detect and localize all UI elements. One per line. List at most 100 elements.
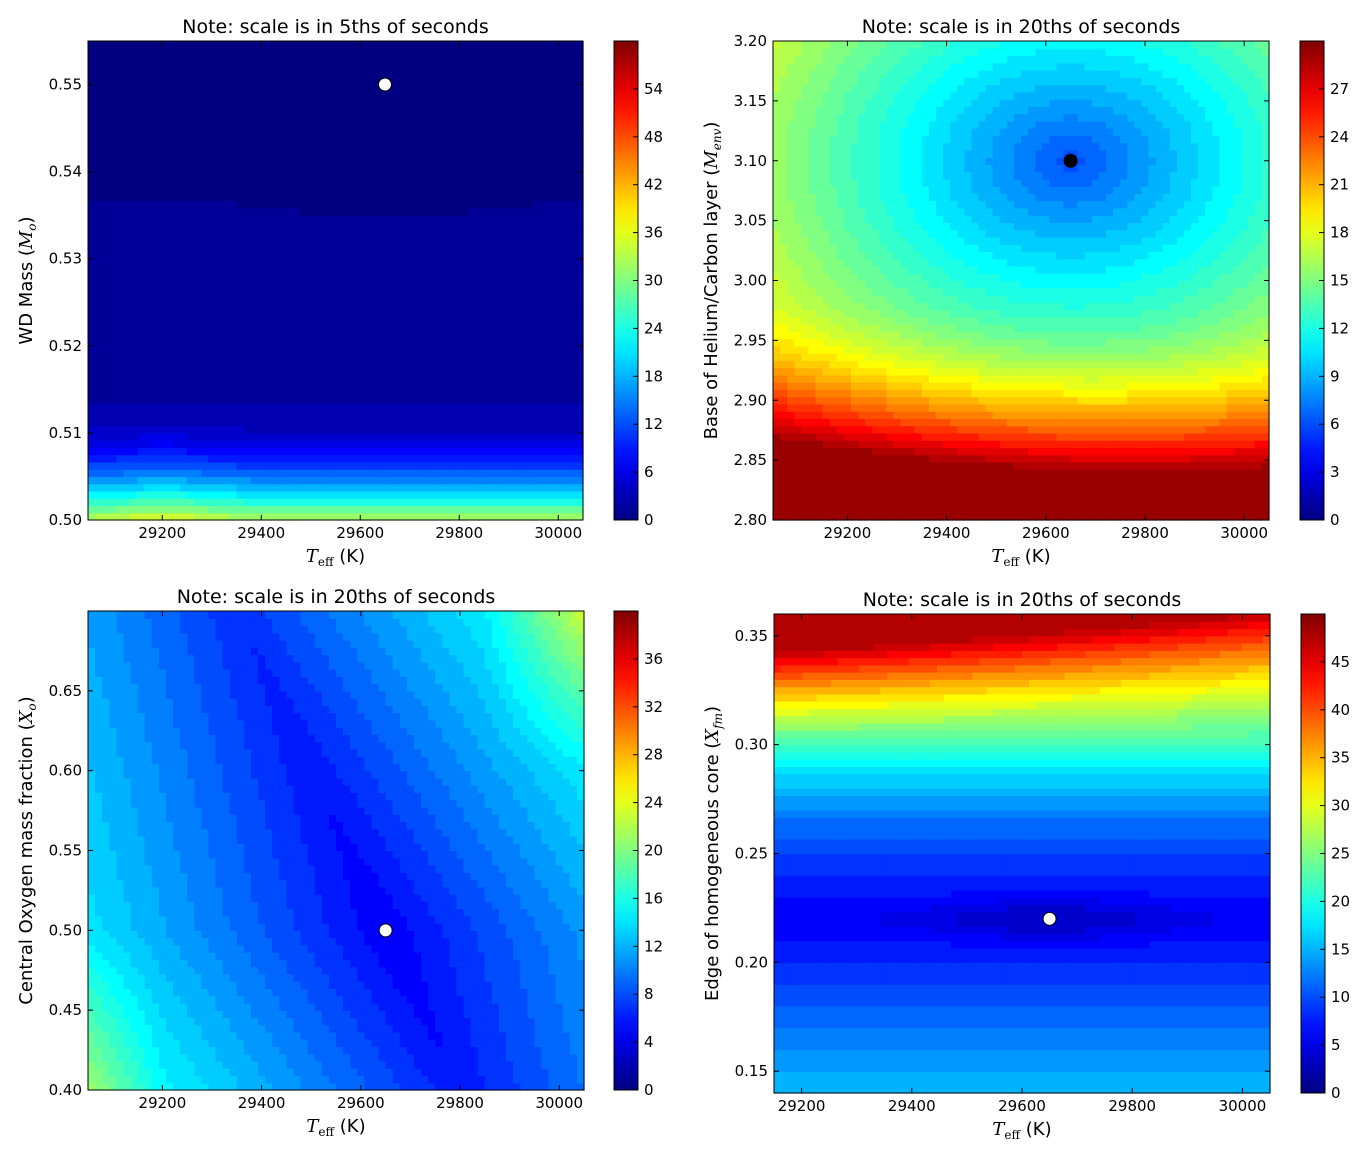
heatmap-cell	[336, 237, 344, 245]
heatmap-cell	[286, 375, 294, 383]
heatmap-cell	[272, 128, 280, 136]
heatmap-cell	[328, 360, 336, 368]
heatmap-cell	[265, 382, 273, 390]
heatmap-cell	[201, 121, 209, 129]
heatmap-cell	[357, 288, 365, 296]
heatmap-cell	[251, 143, 259, 151]
heatmap-cell	[286, 404, 294, 412]
heatmap-cell	[152, 157, 160, 165]
heatmap-cell	[321, 143, 329, 151]
heatmap-cell	[399, 201, 407, 209]
heatmap-cell	[222, 259, 230, 267]
heatmap-cell	[187, 418, 195, 426]
heatmap-cell	[180, 411, 188, 419]
heatmap-cell	[385, 440, 393, 448]
heatmap-cell	[371, 135, 379, 143]
heatmap-cell	[286, 353, 294, 361]
heatmap-cell	[109, 331, 117, 339]
heatmap-cell	[350, 259, 358, 267]
heatmap-cell	[187, 157, 195, 165]
heatmap-cell	[222, 172, 230, 180]
heatmap-cell	[166, 281, 174, 289]
heatmap-cell	[321, 273, 329, 281]
heatmap-cell	[237, 215, 245, 223]
heatmap-cell	[350, 498, 358, 506]
heatmap-cell	[95, 273, 103, 281]
heatmap-cell	[350, 222, 358, 230]
heatmap-cell	[378, 208, 386, 216]
heatmap-cell	[258, 476, 266, 484]
heatmap-cell	[123, 433, 131, 441]
heatmap-cell	[229, 498, 237, 506]
heatmap-cell	[244, 179, 252, 187]
heatmap-cell	[307, 41, 315, 49]
heatmap-cell	[399, 92, 407, 100]
heatmap-cell	[293, 331, 301, 339]
heatmap-cell	[385, 41, 393, 49]
heatmap-cell	[307, 498, 315, 506]
heatmap-cell	[152, 295, 160, 303]
heatmap-cell	[102, 172, 110, 180]
heatmap-cell	[109, 99, 117, 107]
heatmap-cell	[343, 266, 351, 274]
heatmap-cell	[208, 135, 216, 143]
heatmap-cell	[364, 418, 372, 426]
heatmap-cell	[159, 331, 167, 339]
heatmap-cell	[166, 172, 174, 180]
heatmap-cell	[350, 440, 358, 448]
heatmap-cell	[229, 505, 237, 513]
heatmap-cell	[300, 186, 308, 194]
heatmap-cell	[265, 491, 273, 499]
heatmap-cell	[116, 411, 124, 419]
heatmap-cell	[109, 426, 117, 434]
heatmap-cell	[208, 259, 216, 267]
heatmap-cell	[314, 498, 322, 506]
heatmap-cell	[145, 186, 153, 194]
heatmap-cell	[328, 353, 336, 361]
heatmap-cell	[293, 193, 301, 201]
heatmap-cell	[399, 259, 407, 267]
heatmap-cell	[208, 368, 216, 376]
heatmap-cell	[336, 273, 344, 281]
heatmap-cell	[392, 310, 400, 318]
heatmap-cell	[116, 324, 124, 332]
heatmap-cell	[357, 215, 365, 223]
heatmap-cell	[222, 237, 230, 245]
heatmap-cell	[300, 48, 308, 56]
heatmap-cell	[392, 375, 400, 383]
heatmap-cell	[222, 469, 230, 477]
heatmap-cell	[328, 447, 336, 455]
heatmap-cell	[321, 360, 329, 368]
heatmap-cell	[88, 179, 96, 187]
heatmap-cell	[173, 397, 181, 405]
heatmap-cell	[392, 302, 400, 310]
heatmap-cell	[385, 99, 393, 107]
heatmap-cell	[145, 476, 153, 484]
heatmap-cell	[258, 331, 266, 339]
heatmap-cell	[222, 418, 230, 426]
heatmap-cell	[272, 505, 280, 513]
heatmap-cell	[328, 440, 336, 448]
heatmap-cell	[130, 273, 138, 281]
heatmap-cell	[138, 121, 146, 129]
heatmap-cell	[293, 411, 301, 419]
heatmap-cell	[364, 339, 372, 347]
heatmap-cell	[321, 281, 329, 289]
heatmap-cell	[208, 244, 216, 252]
heatmap-cell	[194, 56, 202, 64]
heatmap-cell	[130, 70, 138, 78]
heatmap-cell	[279, 375, 287, 383]
heatmap-cell	[123, 259, 131, 267]
heatmap-cell	[378, 164, 386, 172]
heatmap-cell	[187, 48, 195, 56]
heatmap-cell	[350, 208, 358, 216]
heatmap-cell	[350, 230, 358, 238]
heatmap-cell	[95, 99, 103, 107]
heatmap-cell	[173, 193, 181, 201]
heatmap-cell	[145, 41, 153, 49]
heatmap-cell	[392, 150, 400, 158]
heatmap-cell	[343, 56, 351, 64]
heatmap-cell	[116, 237, 124, 245]
heatmap-cell	[123, 418, 131, 426]
heatmap-cell	[286, 106, 294, 114]
